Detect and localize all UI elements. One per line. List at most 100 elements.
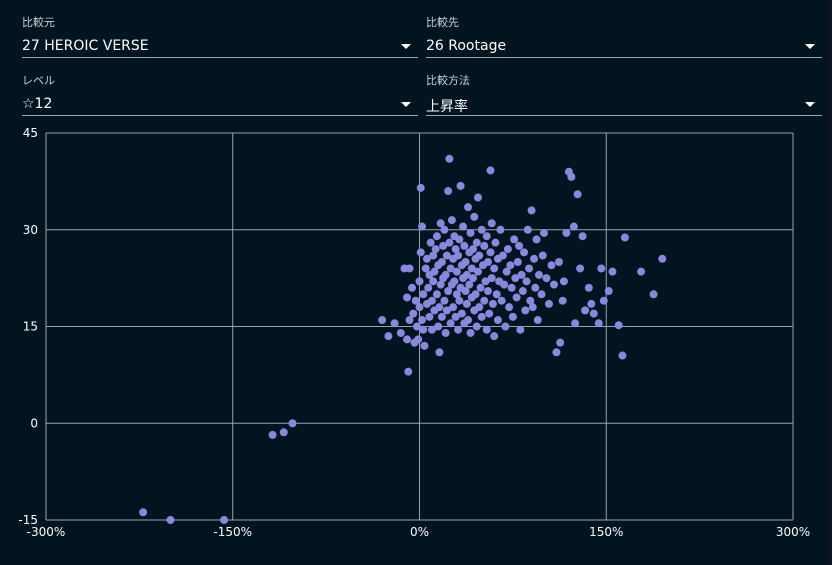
data-point [451, 312, 460, 321]
data-point [430, 267, 439, 276]
data-point [464, 203, 473, 212]
compare-from-select[interactable]: 比較元 27 HEROIC VERSE [22, 6, 418, 58]
level-select[interactable]: レベル ☆12 [22, 64, 418, 116]
data-point [455, 235, 464, 244]
dropdown-arrow-icon[interactable] [401, 44, 411, 49]
data-point [649, 290, 658, 299]
data-point [461, 258, 470, 266]
data-point [461, 287, 470, 296]
data-point [571, 319, 580, 328]
data-point [460, 241, 469, 250]
data-point [416, 248, 425, 257]
data-point [432, 232, 441, 241]
data-point [431, 245, 440, 254]
data-point [445, 154, 454, 163]
data-point [542, 274, 551, 283]
data-point [447, 216, 456, 225]
compare-from-underline [22, 57, 418, 58]
data-point [491, 238, 500, 247]
compare-to-underline [426, 57, 822, 58]
data-point [467, 264, 476, 273]
data-point [537, 290, 546, 299]
data-point [500, 280, 509, 289]
compare-to-select[interactable]: 比較先 26 Rootage [426, 6, 822, 58]
data-point [436, 219, 445, 228]
dropdown-arrow-icon[interactable] [805, 44, 815, 49]
data-point [480, 241, 489, 250]
data-point [268, 430, 277, 439]
data-point [637, 267, 646, 276]
data-point [505, 303, 514, 312]
data-point [426, 238, 435, 247]
data-point [405, 264, 414, 273]
data-point [562, 228, 571, 237]
data-point [470, 212, 479, 221]
data-point [425, 312, 434, 321]
data-point [511, 274, 520, 283]
data-point [422, 254, 431, 263]
data-point [618, 351, 627, 360]
data-point [573, 190, 582, 199]
level-underline [22, 115, 418, 116]
data-point [415, 277, 424, 286]
data-point [403, 293, 412, 302]
data-point [477, 312, 486, 321]
data-point [472, 322, 481, 331]
data-point [477, 225, 486, 234]
data-point [439, 241, 448, 250]
data-point [516, 325, 525, 334]
data-point [576, 264, 585, 273]
data-point [558, 296, 567, 305]
data-point [581, 306, 590, 315]
data-point [420, 341, 429, 350]
data-point [441, 328, 450, 337]
y-tick-label: 15 [23, 320, 38, 334]
data-point [483, 287, 492, 296]
data-point [547, 261, 556, 270]
data-point [520, 248, 529, 257]
data-point [403, 335, 412, 344]
data-point [493, 316, 502, 325]
data-point [512, 293, 521, 302]
level-label: レベル [22, 74, 55, 87]
data-point [455, 296, 464, 305]
data-point [658, 254, 667, 263]
data-point [437, 258, 446, 266]
data-point [414, 335, 423, 344]
data-point [413, 322, 422, 331]
data-point [429, 251, 438, 260]
data-point [442, 306, 451, 315]
method-label: 比較方法 [426, 74, 470, 87]
data-point [384, 332, 393, 341]
data-point [457, 309, 466, 318]
x-tick-label: 0% [410, 525, 429, 539]
x-tick-label: 150% [589, 525, 623, 539]
data-point [528, 303, 537, 312]
data-point [531, 283, 540, 292]
data-point [589, 309, 598, 318]
data-point [424, 283, 433, 292]
data-point [533, 316, 542, 325]
data-point [451, 245, 460, 254]
data-point [584, 283, 593, 292]
data-point [522, 277, 531, 286]
chart-points [139, 154, 667, 524]
data-point [435, 348, 444, 357]
data-point [416, 183, 425, 192]
dropdown-arrow-icon[interactable] [805, 102, 815, 107]
data-point [578, 232, 587, 241]
data-point [456, 181, 465, 190]
data-point [502, 267, 511, 276]
data-point [437, 312, 446, 321]
data-point [503, 245, 512, 254]
data-point [452, 267, 461, 276]
data-point [567, 172, 576, 181]
dropdown-arrow-icon[interactable] [401, 102, 411, 107]
data-point [475, 251, 484, 260]
method-select[interactable]: 比較方法 上昇率 [426, 64, 822, 116]
data-point [487, 274, 496, 283]
data-point [464, 316, 473, 325]
data-point [614, 321, 623, 330]
data-point [396, 328, 405, 337]
